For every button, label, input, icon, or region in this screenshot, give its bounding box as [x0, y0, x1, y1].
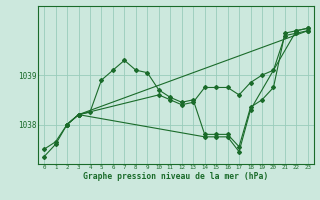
X-axis label: Graphe pression niveau de la mer (hPa): Graphe pression niveau de la mer (hPa): [84, 172, 268, 181]
